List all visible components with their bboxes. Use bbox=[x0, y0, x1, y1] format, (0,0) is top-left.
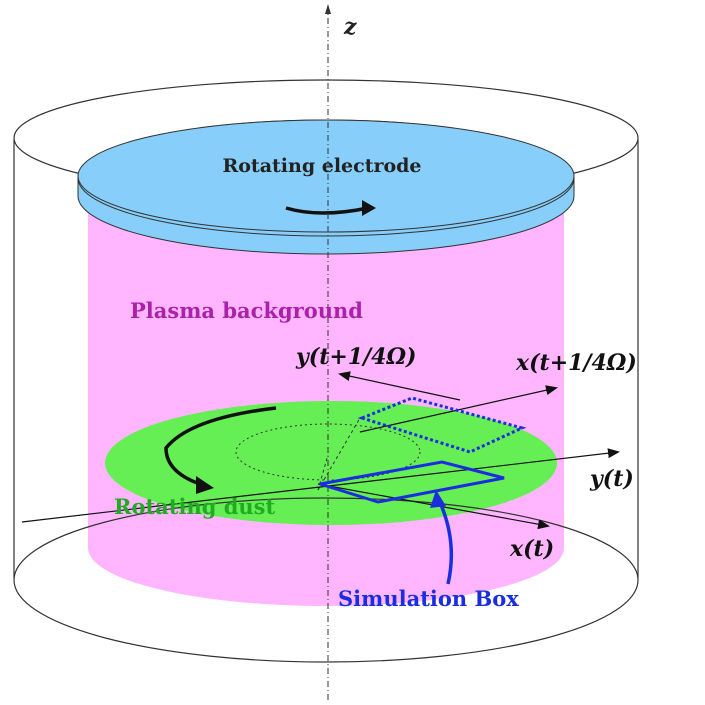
z-axis-label: z bbox=[343, 14, 357, 40]
dust-disk bbox=[105, 401, 557, 525]
x-t-label: x(t) bbox=[509, 536, 554, 562]
z-axis-arrowhead bbox=[325, 4, 331, 14]
y-quarter-label: y(t+1/4Ω) bbox=[295, 344, 416, 370]
simulation-box-rotated bbox=[357, 396, 527, 454]
electrode bbox=[77, 119, 575, 255]
y-t-axis bbox=[21, 448, 620, 523]
simulation-box bbox=[319, 460, 505, 504]
y-quarter-axis bbox=[338, 371, 461, 401]
dust-rotation-arrow bbox=[164, 406, 277, 486]
x-quarter-label: x(t+1/4Ω) bbox=[515, 350, 637, 376]
y-t-label: y(t) bbox=[589, 466, 634, 492]
simulation-box-label: Simulation Box bbox=[338, 586, 519, 611]
plasma-label: Plasma background bbox=[130, 298, 363, 323]
cylinder-bottom-rim bbox=[13, 497, 639, 663]
dashed-line-1 bbox=[317, 417, 361, 491]
simulation-box-pointer-head bbox=[430, 490, 446, 508]
dust-dotted-circle bbox=[235, 423, 421, 481]
dust-label: Rotating dust bbox=[114, 494, 275, 519]
electrode-rotation-arrowhead bbox=[362, 200, 376, 216]
electrode-label: Rotating electrode bbox=[222, 155, 421, 177]
electrode-rotation-arrow bbox=[285, 206, 369, 215]
plasma-column bbox=[88, 195, 564, 606]
dust-rotation-arrowhead bbox=[196, 476, 214, 494]
